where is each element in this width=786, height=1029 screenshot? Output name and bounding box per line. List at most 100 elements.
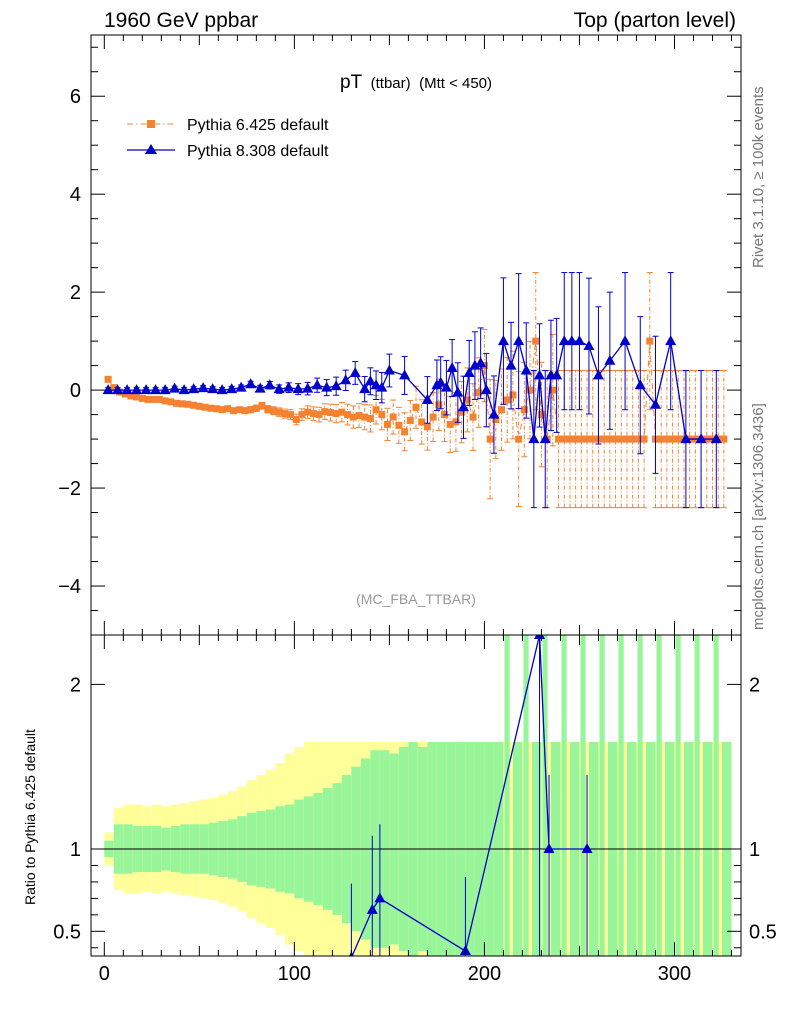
data-point [532, 337, 540, 345]
ratio-panel: 0.5 0.5 1 1 2 2 0 100 200 300 Ratio to Pythia 6.… [22, 634, 777, 985]
data-point [446, 362, 458, 373]
data-point [245, 378, 257, 389]
data-point [161, 397, 169, 405]
data-point [566, 335, 578, 346]
data-point [281, 410, 289, 418]
uncertainty-band-inner [504, 635, 510, 956]
data-point [604, 354, 616, 365]
uncertainty-band-inner [713, 635, 719, 956]
main-ytick-labels: −4 −2 0 2 4 6 [58, 86, 81, 598]
data-point [440, 381, 452, 392]
data-point [254, 382, 266, 393]
data-point [292, 383, 304, 394]
data-point [110, 384, 118, 392]
data-point [629, 435, 637, 443]
data-point [589, 435, 597, 443]
data-point [366, 415, 374, 423]
data-point [167, 398, 175, 406]
data-point [315, 411, 323, 419]
x-tick-label: 0 [99, 963, 110, 985]
data-point [435, 376, 447, 387]
ratio-y-tick-label-left: 2 [70, 674, 81, 696]
uncertainty-band-inner [694, 635, 700, 956]
data-point [492, 415, 500, 423]
legend-entry-pythia8: Pythia 8.308 default [127, 143, 329, 160]
data-point [572, 435, 580, 443]
data-point [287, 411, 295, 419]
data-point [201, 403, 209, 411]
uncertainty-band-inner [561, 635, 567, 956]
data-point [663, 435, 671, 443]
data-point [127, 392, 135, 400]
uncertainty-band-inner [656, 635, 662, 956]
legend-marker-square [147, 120, 155, 128]
data-point [513, 335, 525, 346]
data-point [241, 407, 249, 415]
data-point [486, 435, 494, 443]
data-point [292, 415, 300, 423]
data-point [600, 435, 608, 443]
data-point [458, 408, 466, 416]
uncertainty-band-inner [523, 635, 529, 956]
data-point [617, 435, 625, 443]
data-point [361, 413, 369, 421]
data-point [133, 393, 141, 401]
data-point [269, 407, 277, 415]
data-point [159, 384, 171, 395]
data-point [695, 433, 707, 444]
data-point [452, 386, 464, 397]
legend-label-pythia8: Pythia 8.308 default [187, 143, 329, 160]
data-point [235, 406, 243, 414]
x-tick-label: 200 [468, 963, 501, 985]
data-point [421, 393, 433, 404]
main-panel: −4 −2 0 2 4 6 pT (ttbar) (Mtt < 450) (MC_FBA_… [58, 34, 742, 636]
header-left: 1960 GeV ppbar [104, 9, 258, 32]
data-point [520, 364, 532, 375]
data-point [720, 435, 728, 443]
legend-entry-pythia6: Pythia 6.425 default [127, 117, 329, 134]
data-point [370, 379, 382, 390]
watermark: (MC_FBA_TTBAR) [356, 591, 476, 607]
mcplots-label: mcplots.cern.ch [arXiv:1306.3436] [750, 403, 767, 630]
data-point [258, 402, 266, 410]
data-point [458, 401, 470, 412]
data-point [528, 433, 540, 444]
data-point [515, 435, 523, 443]
data-point [121, 384, 133, 395]
main-title: pT (ttbar) (Mtt < 450) [340, 72, 492, 93]
rivet-label: Rivet 3.1.10, ≥ 100k events [750, 86, 767, 268]
y-tick-label: −4 [58, 576, 81, 598]
ratio-data-point [581, 843, 593, 853]
data-point [102, 384, 114, 395]
data-point [298, 411, 306, 419]
data-point [188, 383, 200, 394]
data-point [498, 406, 506, 414]
data-point [283, 381, 295, 392]
data-point [212, 405, 220, 413]
ratio-ytick-labels: 0.5 0.5 1 1 2 2 [53, 674, 777, 943]
data-point [349, 366, 361, 377]
data-point [646, 337, 654, 345]
data-point [505, 359, 517, 370]
data-point [190, 401, 198, 409]
uncertainty-band-inner [580, 635, 586, 956]
data-point [399, 369, 411, 380]
data-point [224, 405, 232, 413]
ratio-frame [90, 634, 742, 957]
data-point [275, 408, 283, 416]
data-point [104, 375, 112, 383]
data-point [612, 435, 620, 443]
data-point [418, 418, 426, 426]
data-point [669, 435, 677, 443]
data-point [340, 374, 352, 385]
data-point [560, 435, 568, 443]
data-point [520, 406, 528, 414]
data-point [184, 400, 192, 408]
x-tick-labels: 0 100 200 300 [99, 963, 691, 985]
title-main: pT [340, 72, 363, 93]
x-tick-label: 300 [658, 963, 691, 985]
ratio-y-tick-label-left: 0.5 [53, 921, 81, 943]
data-point [378, 411, 386, 419]
data-point [304, 408, 312, 416]
